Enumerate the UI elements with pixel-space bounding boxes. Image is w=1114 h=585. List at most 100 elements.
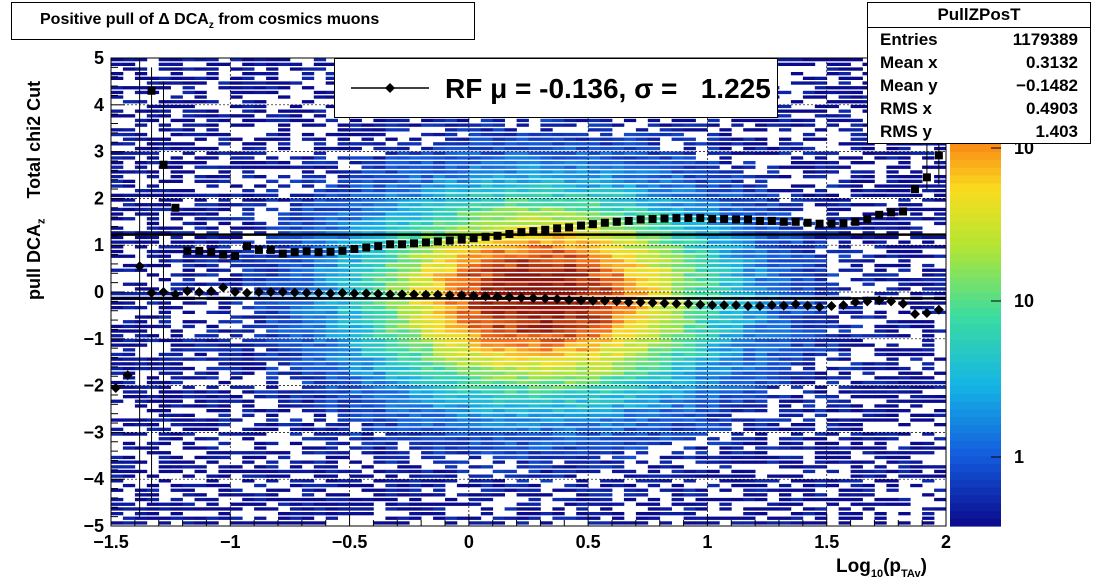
square-point bbox=[875, 210, 884, 219]
y-tick-label: 2 bbox=[94, 188, 104, 208]
diamond-point bbox=[170, 289, 181, 300]
diamond-point bbox=[349, 288, 360, 299]
diamond-point bbox=[146, 287, 157, 298]
diamond-point bbox=[456, 290, 467, 301]
diamond-point bbox=[552, 294, 563, 305]
square-point bbox=[183, 246, 192, 255]
diamond-point bbox=[886, 296, 897, 307]
square-point bbox=[195, 246, 204, 255]
diamond-point bbox=[313, 287, 324, 298]
x-tick-label: 2 bbox=[941, 532, 951, 552]
diamond-point bbox=[778, 300, 789, 311]
x-tick-label: −1 bbox=[220, 532, 241, 552]
square-point bbox=[696, 214, 705, 223]
square-point bbox=[672, 214, 681, 223]
diamond-point bbox=[802, 300, 813, 311]
square-point bbox=[171, 203, 180, 212]
x-tick-label: 0.5 bbox=[576, 532, 601, 552]
square-point bbox=[529, 227, 538, 236]
diamond-point bbox=[468, 290, 479, 301]
square-point bbox=[684, 214, 693, 223]
diamond-point bbox=[933, 304, 944, 315]
square-point bbox=[732, 215, 741, 224]
square-point bbox=[457, 235, 466, 244]
diamond-point bbox=[408, 289, 419, 300]
diamond-point bbox=[575, 295, 586, 306]
stats-row: Mean x 0.3132 bbox=[880, 53, 1078, 72]
diamond-point bbox=[277, 287, 288, 297]
y-tick-label: −5 bbox=[83, 516, 104, 536]
chart-title: Positive pull of Δ DCAz from cosmics muo… bbox=[40, 11, 380, 32]
square-point bbox=[910, 185, 919, 194]
square-point bbox=[588, 220, 597, 229]
diamond-point bbox=[301, 287, 312, 298]
stats-row: RMS x 0.4903 bbox=[880, 99, 1078, 118]
square-point bbox=[887, 208, 896, 217]
diamond-point bbox=[265, 287, 276, 297]
stats-row: Mean y −0.1482 bbox=[880, 76, 1078, 95]
square-point bbox=[767, 216, 776, 225]
square-point bbox=[242, 242, 251, 251]
square-point bbox=[231, 251, 240, 260]
y-tick-label: 3 bbox=[94, 142, 104, 162]
diamond-point bbox=[826, 301, 837, 312]
diamond-point bbox=[241, 287, 252, 298]
diamond-point bbox=[516, 292, 527, 303]
square-point bbox=[827, 219, 836, 228]
square-point bbox=[326, 247, 335, 256]
square-point bbox=[541, 225, 550, 234]
diamond-point bbox=[218, 282, 229, 293]
x-axis-label: Log10(pTAv) bbox=[836, 556, 927, 580]
square-point bbox=[863, 215, 872, 224]
square-point bbox=[266, 245, 275, 254]
diamond-point bbox=[325, 288, 336, 299]
diamond-point bbox=[790, 299, 801, 310]
legend-box: RF μ = -0.136, σ = 1.225 bbox=[334, 58, 778, 118]
square-point bbox=[851, 217, 860, 226]
diamond-point bbox=[110, 382, 121, 393]
diamond-point bbox=[909, 308, 920, 319]
legend-marker bbox=[351, 83, 429, 93]
square-point bbox=[433, 237, 442, 246]
diamond-point bbox=[289, 287, 300, 298]
square-point bbox=[815, 219, 824, 228]
diamond-point bbox=[862, 296, 873, 307]
square-point bbox=[421, 238, 430, 247]
y-tick-label: 4 bbox=[94, 95, 104, 115]
square-point bbox=[409, 239, 418, 248]
diamond-point bbox=[707, 300, 718, 311]
diamond-point bbox=[337, 287, 348, 298]
diamond-point bbox=[814, 301, 825, 312]
square-point bbox=[755, 216, 764, 225]
chart-title-box: Positive pull of Δ DCAz from cosmics muo… bbox=[11, 2, 475, 40]
square-point bbox=[159, 160, 168, 169]
x-tick-label: 0 bbox=[464, 532, 474, 552]
diamond-point bbox=[385, 289, 396, 300]
diamond-point bbox=[373, 288, 384, 299]
diamond-point bbox=[742, 301, 753, 312]
diamond-point bbox=[528, 293, 539, 304]
square-point bbox=[398, 240, 407, 249]
square-point bbox=[147, 86, 156, 95]
diamond-point bbox=[671, 298, 682, 309]
square-point bbox=[493, 231, 502, 240]
diamond-point bbox=[134, 261, 145, 272]
diamond-point bbox=[480, 291, 491, 302]
square-point bbox=[362, 243, 371, 252]
diamond-point bbox=[695, 299, 706, 310]
diamond-point bbox=[731, 300, 742, 311]
tick-layer bbox=[110, 57, 947, 527]
square-point bbox=[338, 246, 347, 255]
square-point bbox=[612, 217, 621, 226]
diamond-point bbox=[206, 286, 217, 297]
diamond-point bbox=[587, 295, 598, 306]
diamond-point bbox=[635, 297, 646, 308]
square-point bbox=[934, 151, 943, 160]
diamond-point bbox=[182, 286, 193, 297]
diamond-point bbox=[659, 298, 670, 309]
square-point bbox=[803, 218, 812, 227]
x-tick-label: −1.5 bbox=[93, 532, 129, 552]
diamond-point bbox=[564, 294, 575, 305]
square-point bbox=[505, 229, 514, 238]
colorbar-label: 10 bbox=[1014, 291, 1034, 311]
